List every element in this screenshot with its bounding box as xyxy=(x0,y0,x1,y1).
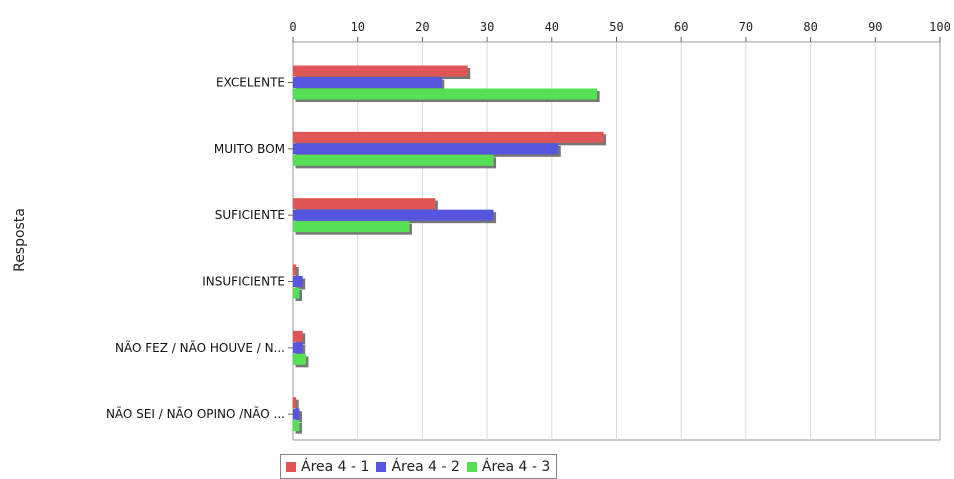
x-tick-label: 100 xyxy=(929,20,951,34)
legend-item: Área 4 - 1 xyxy=(286,459,369,475)
bar xyxy=(293,397,297,409)
bar xyxy=(293,420,300,432)
legend-swatch xyxy=(466,461,477,472)
bar-shadow xyxy=(295,267,299,278)
y-axis-label: Resposta xyxy=(12,208,28,272)
legend-swatch xyxy=(286,461,296,472)
bar xyxy=(293,287,300,299)
x-tick-label: 30 xyxy=(480,20,494,34)
category-label: NÃO SEI / NÃO OPINO /NÃO ... xyxy=(106,406,285,421)
legend-label: Área 4 - 2 xyxy=(391,458,460,475)
x-tick-label: 10 xyxy=(350,20,364,34)
bar xyxy=(293,154,494,166)
legend-label: Área 4 - 1 xyxy=(301,458,370,475)
x-tick-label: 20 xyxy=(415,20,429,34)
bar xyxy=(293,88,598,100)
bar xyxy=(293,264,297,276)
x-tick-label: 70 xyxy=(739,20,753,34)
legend-swatch xyxy=(376,461,387,472)
bar xyxy=(293,209,494,221)
bar xyxy=(293,221,410,233)
bar xyxy=(293,330,303,342)
bar xyxy=(293,342,303,354)
bar xyxy=(293,198,436,210)
category-label: SUFICIENTE xyxy=(215,208,285,222)
bars-layer xyxy=(293,65,607,434)
axis-layer: 0 10 20 30 40 50 60 70 80 90 100 EXCELENTE MUITO BOM… xyxy=(106,20,951,421)
x-tick-label: 90 xyxy=(868,20,882,34)
bar xyxy=(293,131,604,143)
x-tick-label: 50 xyxy=(609,20,623,34)
category-label: INSUFICIENTE xyxy=(202,275,285,289)
legend-item: Área 4 - 2 xyxy=(376,458,460,475)
category-label: EXCELENTE xyxy=(216,76,285,90)
category-label: NÃO FEZ / NÃO HOUVE / N... xyxy=(115,340,285,355)
x-tick-label: 0 xyxy=(289,20,296,34)
legend-item: Área 4 - 3 xyxy=(466,458,551,475)
bar xyxy=(293,143,559,155)
legend-label: Área 4 - 3 xyxy=(481,458,551,475)
bar xyxy=(293,353,306,365)
legend: Área 4 - 1 Área 4 - 2 Área 4 - 3 xyxy=(280,454,558,479)
bar xyxy=(293,65,468,77)
bar xyxy=(293,77,442,88)
bar-shadow xyxy=(295,399,299,411)
bar xyxy=(293,408,300,420)
x-tick-label: 80 xyxy=(803,20,817,34)
grid-layer xyxy=(292,41,941,441)
x-tick-label: 60 xyxy=(674,20,688,34)
bar xyxy=(293,276,303,287)
category-label: MUITO BOM xyxy=(214,142,285,156)
x-tick-label: 40 xyxy=(545,20,559,34)
